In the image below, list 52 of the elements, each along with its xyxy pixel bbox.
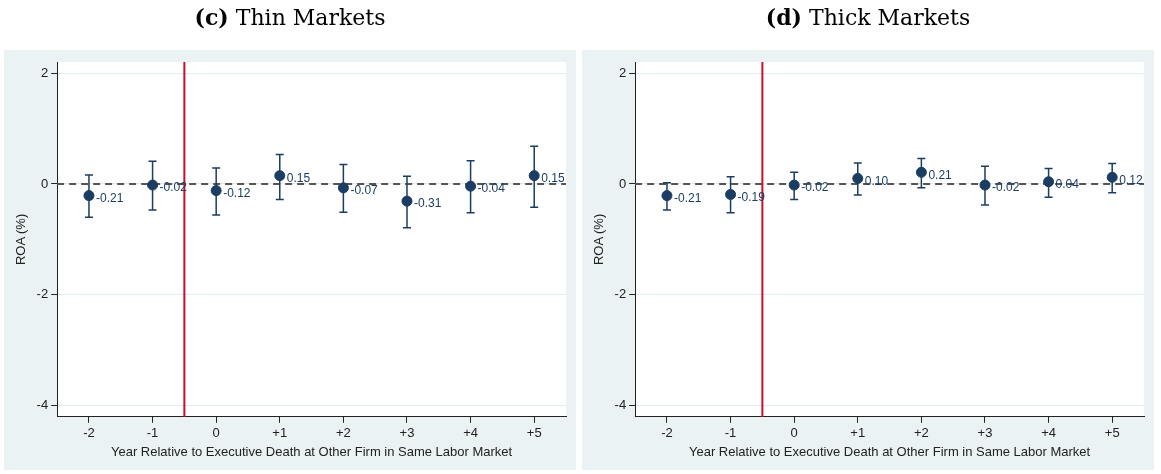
x-tick-label: +3 bbox=[977, 425, 993, 441]
x-tick-label: +5 bbox=[526, 425, 542, 441]
point bbox=[465, 180, 477, 192]
x-tick-label: 0 bbox=[212, 425, 220, 441]
x-tick-label: -1 bbox=[146, 425, 159, 441]
x-tick-label: +2 bbox=[335, 425, 351, 441]
point bbox=[528, 170, 540, 182]
data-label: -0.12 bbox=[223, 185, 251, 200]
y-axis-title: ROA (%) bbox=[591, 213, 607, 266]
y-tick-label: -4 bbox=[36, 397, 49, 413]
point bbox=[210, 185, 222, 197]
x-tick-label: +5 bbox=[1104, 425, 1120, 441]
y-tick-label: -4 bbox=[614, 397, 627, 413]
point bbox=[274, 170, 286, 182]
y-axis-title: ROA (%) bbox=[13, 213, 29, 266]
x-axis-title: Year Relative to Executive Death at Other Firm in Same Labor Market bbox=[688, 443, 1091, 459]
x-axis-title: Year Relative to Executive Death at Other Firm in Same Labor Market bbox=[110, 443, 513, 459]
data-label: -0.21 bbox=[673, 190, 702, 205]
y-tick-label: 0 bbox=[618, 175, 627, 191]
chart-title: (d) Thick Markets bbox=[764, 3, 972, 32]
point bbox=[83, 190, 95, 202]
y-tick-label: 2 bbox=[618, 64, 627, 80]
data-label: -0.02 bbox=[801, 180, 829, 195]
y-tick-label: 2 bbox=[40, 64, 49, 80]
data-label: -0.04 bbox=[477, 181, 506, 196]
data-label: -0.07 bbox=[350, 183, 379, 198]
data-label: 0.12 bbox=[1119, 172, 1143, 187]
x-tick-label: +4 bbox=[463, 425, 479, 441]
y-tick-label: -2 bbox=[36, 286, 49, 302]
data-label: 0.10 bbox=[864, 173, 889, 188]
x-tick-label: -1 bbox=[724, 425, 737, 441]
data-label: 0.15 bbox=[286, 170, 311, 185]
x-tick-label: 0 bbox=[790, 425, 798, 441]
x-tick-label: +1 bbox=[850, 425, 866, 441]
data-label: 0.21 bbox=[928, 167, 953, 182]
data-label: 0.15 bbox=[541, 170, 565, 185]
data-label: -0.21 bbox=[95, 190, 124, 205]
point bbox=[147, 179, 159, 191]
point bbox=[337, 182, 349, 194]
x-tick-label: +3 bbox=[399, 425, 415, 441]
point bbox=[401, 195, 413, 207]
data-label: -0.31 bbox=[413, 196, 442, 211]
data-label: -0.02 bbox=[991, 180, 1020, 195]
data-label: 0.04 bbox=[1055, 177, 1080, 192]
chart-title: (c) Thin Markets bbox=[193, 3, 387, 32]
x-tick-label: -2 bbox=[661, 425, 673, 441]
x-tick-label: -2 bbox=[83, 425, 95, 441]
y-tick-label: 0 bbox=[40, 175, 49, 191]
x-tick-label: +1 bbox=[272, 425, 288, 441]
x-tick-label: +2 bbox=[913, 425, 929, 441]
y-tick-label: -2 bbox=[614, 286, 627, 302]
x-tick-label: +4 bbox=[1041, 425, 1057, 441]
